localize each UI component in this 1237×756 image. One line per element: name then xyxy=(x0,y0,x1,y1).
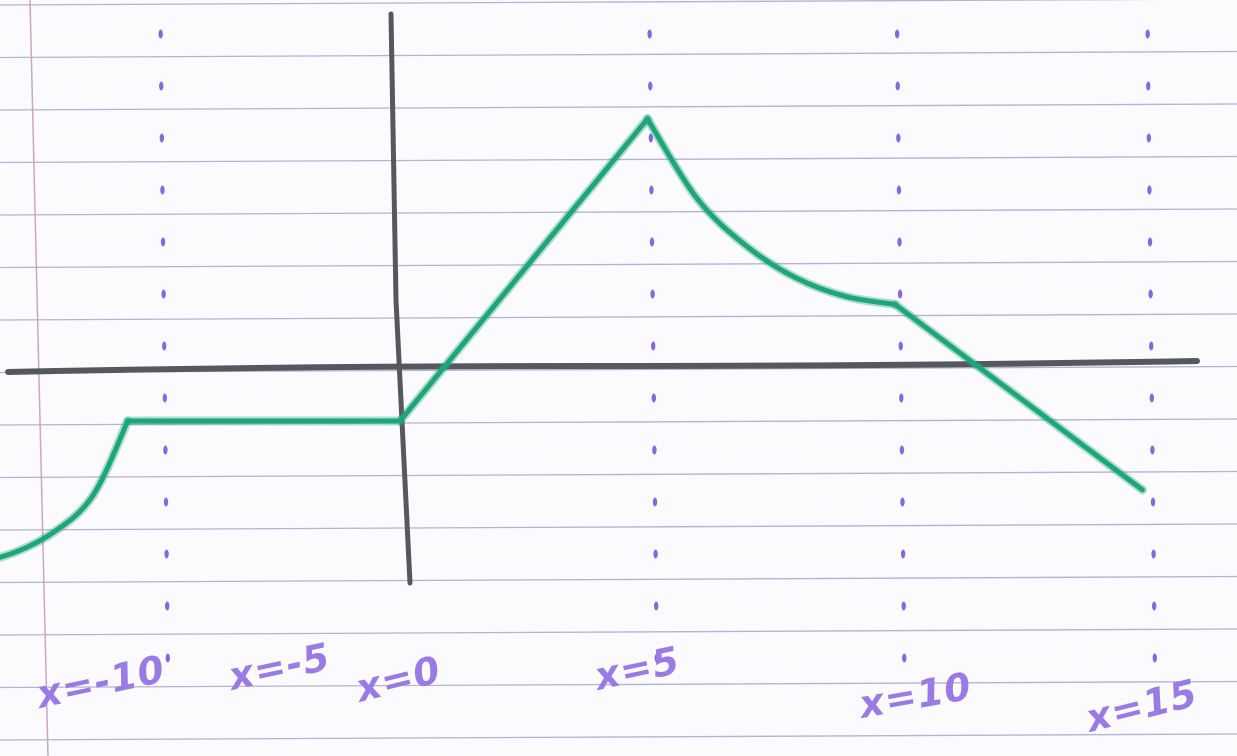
x-tick-label: x=10 xyxy=(854,664,975,727)
grid-dot xyxy=(1147,185,1152,195)
grid-dot xyxy=(160,185,165,195)
x-axis xyxy=(5,358,1200,375)
grid-dot xyxy=(649,185,654,195)
grid-dot xyxy=(900,497,905,507)
ruled-line xyxy=(0,260,1237,269)
grid-dot xyxy=(162,341,167,351)
grid-dot xyxy=(159,81,164,91)
grid-dot xyxy=(895,81,900,91)
grid-dot xyxy=(900,549,906,559)
ruled-line xyxy=(0,50,1237,59)
margin-line xyxy=(29,0,49,756)
grid-dot xyxy=(1146,81,1151,91)
x-tick-label: x=-5 xyxy=(223,634,334,699)
x-tick-label: x=5 xyxy=(589,638,684,699)
grid-dot xyxy=(163,497,169,507)
plot-series xyxy=(0,114,1147,562)
grid-dot xyxy=(163,445,168,455)
ruled-line xyxy=(0,313,1237,321)
vertical-dotted-gridlines xyxy=(158,29,1157,663)
grid-dot xyxy=(1151,549,1156,559)
ruled-line xyxy=(0,680,1237,689)
series-segment xyxy=(0,418,131,560)
axes xyxy=(5,11,1200,586)
grid-dot xyxy=(653,549,658,559)
grid-dot xyxy=(899,445,905,455)
grid-dot xyxy=(648,133,654,143)
grid-dot xyxy=(896,185,902,195)
grid-dot xyxy=(164,549,169,559)
x-tick-label: x=15 xyxy=(1080,671,1202,742)
grid-dot xyxy=(1150,497,1156,507)
grid-dot xyxy=(898,341,903,351)
grid-dot xyxy=(896,133,901,143)
grid-dot xyxy=(161,289,166,299)
grid-dot xyxy=(894,29,900,39)
grid-dot xyxy=(1146,133,1152,143)
grid-dot xyxy=(1145,29,1150,39)
grid-dot xyxy=(647,29,652,39)
grid-dot xyxy=(651,341,656,351)
grid-dot xyxy=(902,653,907,663)
series-segment xyxy=(645,116,898,307)
grid-dot xyxy=(652,497,658,507)
grid-dot xyxy=(651,393,657,403)
grid-dot xyxy=(159,133,165,143)
x-tick-label: x=-10 xyxy=(31,647,169,717)
series-segment xyxy=(397,116,650,424)
ruled-line xyxy=(0,523,1237,531)
ruled-line xyxy=(0,575,1237,584)
ruled-line xyxy=(0,418,1237,426)
grid-dot xyxy=(650,289,655,299)
grid-dot xyxy=(897,237,902,247)
ruled-line xyxy=(0,0,1165,6)
grid-dot xyxy=(160,237,166,247)
grid-dot xyxy=(652,445,657,455)
grid-dot xyxy=(165,653,170,663)
series-segment-shadow xyxy=(0,416,133,562)
grid-dot xyxy=(897,289,903,299)
grid-dot xyxy=(648,81,653,91)
y-axis xyxy=(388,11,413,586)
grid-dot xyxy=(901,601,906,611)
grid-dot xyxy=(1152,653,1157,663)
grid-dot xyxy=(653,601,659,611)
grid-dot xyxy=(158,29,163,39)
grid-dot xyxy=(1148,289,1153,299)
ruled-line xyxy=(0,628,1237,636)
x-tick-label: x=0 xyxy=(350,647,446,711)
ruled-line xyxy=(0,470,1237,479)
grid-dot xyxy=(1149,393,1155,403)
x-tick-labels: x=-10 x=-5 x=0 x=5 x=10 x=15 xyxy=(31,634,1202,741)
grid-dot xyxy=(1147,237,1153,247)
grid-dot xyxy=(1150,445,1155,455)
grid-dot xyxy=(899,393,904,403)
grid-dot xyxy=(1149,341,1154,351)
ruled-line xyxy=(0,103,1237,111)
series-segment xyxy=(892,301,1145,493)
grid-dot xyxy=(162,393,168,403)
grid-dot xyxy=(654,653,659,663)
ruled-line xyxy=(0,155,1237,164)
grid-dot xyxy=(1151,601,1157,611)
ruled-line xyxy=(0,733,1237,741)
grid-dot xyxy=(649,237,655,247)
ruled-line xyxy=(0,208,1237,216)
grid-dot xyxy=(164,601,170,611)
